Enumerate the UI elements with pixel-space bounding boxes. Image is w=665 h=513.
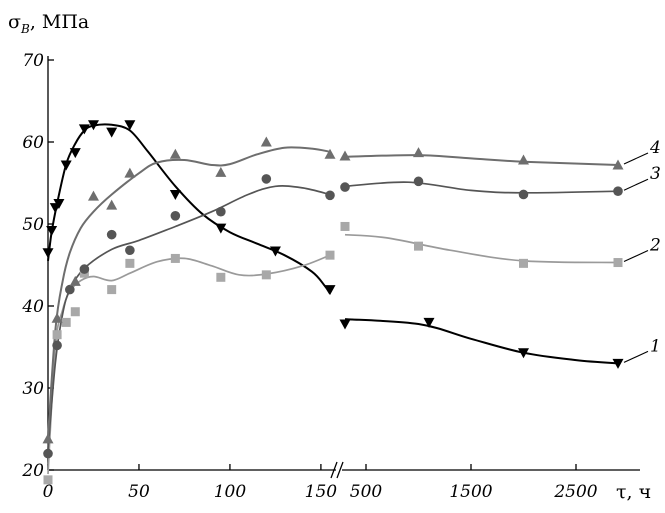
series-4-point bbox=[42, 433, 54, 444]
series-4-point bbox=[518, 154, 529, 165]
x-tick-label: 100 bbox=[214, 482, 247, 502]
series-1-label: 1 bbox=[650, 336, 661, 356]
series-3-point bbox=[43, 448, 53, 459]
series-3-point bbox=[52, 340, 62, 351]
series-1-point bbox=[87, 120, 99, 131]
series-2-point bbox=[170, 253, 180, 263]
series-1-point bbox=[106, 127, 118, 138]
series-3-point bbox=[170, 211, 181, 221]
series-1-point bbox=[339, 319, 351, 330]
axis-break-mark bbox=[330, 461, 338, 479]
series-2-point bbox=[43, 475, 53, 485]
series-1-point bbox=[46, 226, 58, 237]
series-3-point bbox=[125, 245, 135, 256]
y-tick-label: 70 bbox=[22, 51, 44, 71]
series-4-leader-line bbox=[623, 152, 649, 165]
series-1-point bbox=[169, 189, 181, 200]
series-1-point bbox=[124, 120, 136, 131]
y-axis-label: σB, МПа bbox=[8, 11, 89, 36]
series-1-point bbox=[53, 199, 65, 209]
series-1-curve bbox=[47, 123, 331, 295]
y-axis-label-unit: , МПа bbox=[30, 11, 89, 33]
series-4-point bbox=[124, 167, 136, 178]
x-tick-label: 2500 bbox=[553, 482, 597, 502]
series-1-point bbox=[42, 248, 54, 259]
y-axis-label-symbol: σ bbox=[8, 11, 21, 33]
series-2-point bbox=[216, 272, 226, 282]
series-2-point bbox=[70, 307, 80, 317]
series-2-point bbox=[125, 258, 135, 268]
series-4-point bbox=[413, 147, 424, 158]
y-tick-label: 60 bbox=[22, 133, 44, 153]
series-4-point bbox=[339, 150, 351, 161]
series-4-point bbox=[169, 148, 181, 159]
series-1-point bbox=[423, 317, 435, 328]
series-2-point bbox=[340, 221, 350, 231]
series-4-curve bbox=[344, 154, 619, 166]
x-tick-label: 500 bbox=[350, 482, 383, 502]
y-tick-label: 50 bbox=[22, 215, 44, 235]
series-4-curve bbox=[47, 146, 331, 438]
series-2-point bbox=[107, 285, 117, 295]
series-2-point bbox=[61, 317, 71, 327]
series-1-point bbox=[60, 160, 72, 171]
series-1-point bbox=[269, 246, 281, 257]
series-3-point bbox=[216, 206, 226, 217]
series-1-point bbox=[518, 348, 529, 359]
series-2-point bbox=[414, 241, 423, 251]
x-axis-label: τ, ч bbox=[616, 481, 651, 503]
series-3-point bbox=[613, 186, 623, 196]
x-tick-label: 0 bbox=[43, 482, 54, 502]
series-4-point bbox=[612, 159, 624, 170]
series-2-point bbox=[325, 250, 335, 260]
series-1-curve bbox=[344, 318, 619, 365]
series-3-point bbox=[518, 189, 529, 200]
series-2-point bbox=[261, 270, 271, 280]
series-1-point bbox=[324, 285, 336, 296]
series-2-point bbox=[519, 258, 528, 268]
y-tick-label: 30 bbox=[22, 379, 44, 399]
x-tick-label: 1500 bbox=[449, 482, 492, 502]
series-3-curve bbox=[47, 185, 331, 450]
series-4-point bbox=[69, 275, 81, 286]
series-1-point bbox=[612, 358, 624, 369]
series-4-point bbox=[106, 199, 118, 210]
series-3-curve bbox=[344, 181, 619, 194]
series-3-label: 3 bbox=[650, 164, 661, 184]
series-3-point bbox=[65, 284, 75, 295]
series-3-point bbox=[413, 176, 424, 187]
y-axis-label-subscript: B bbox=[20, 22, 30, 36]
series-2-curve bbox=[344, 233, 619, 264]
series-4-point bbox=[260, 136, 272, 147]
series-2-point bbox=[52, 330, 62, 340]
series-3-point bbox=[340, 182, 350, 192]
series-1-point bbox=[215, 223, 227, 234]
series-3-point bbox=[261, 174, 272, 184]
series-4-point bbox=[215, 166, 227, 177]
y-tick-label: 40 bbox=[21, 297, 44, 317]
x-tick-label: 150 bbox=[305, 482, 338, 502]
series-2-label: 2 bbox=[649, 236, 661, 256]
series-4-label: 4 bbox=[649, 138, 661, 158]
series-1-point bbox=[69, 148, 81, 159]
series-1-leader-line bbox=[623, 350, 649, 363]
series-3-point bbox=[79, 264, 90, 274]
series-1-point bbox=[78, 124, 90, 135]
series-3-leader-line bbox=[623, 178, 649, 191]
axis-break-mark bbox=[336, 461, 344, 479]
series-2-curve bbox=[47, 254, 331, 475]
series-4-point bbox=[324, 148, 336, 159]
x-tick-label: 50 bbox=[128, 482, 150, 502]
series-2-leader-line bbox=[623, 250, 649, 263]
series-2-point bbox=[613, 258, 623, 268]
series-3-point bbox=[106, 229, 117, 240]
series-4-point bbox=[51, 312, 63, 323]
series-4-point bbox=[87, 190, 99, 201]
y-tick-label: 20 bbox=[21, 461, 44, 481]
series-3-point bbox=[325, 190, 335, 201]
